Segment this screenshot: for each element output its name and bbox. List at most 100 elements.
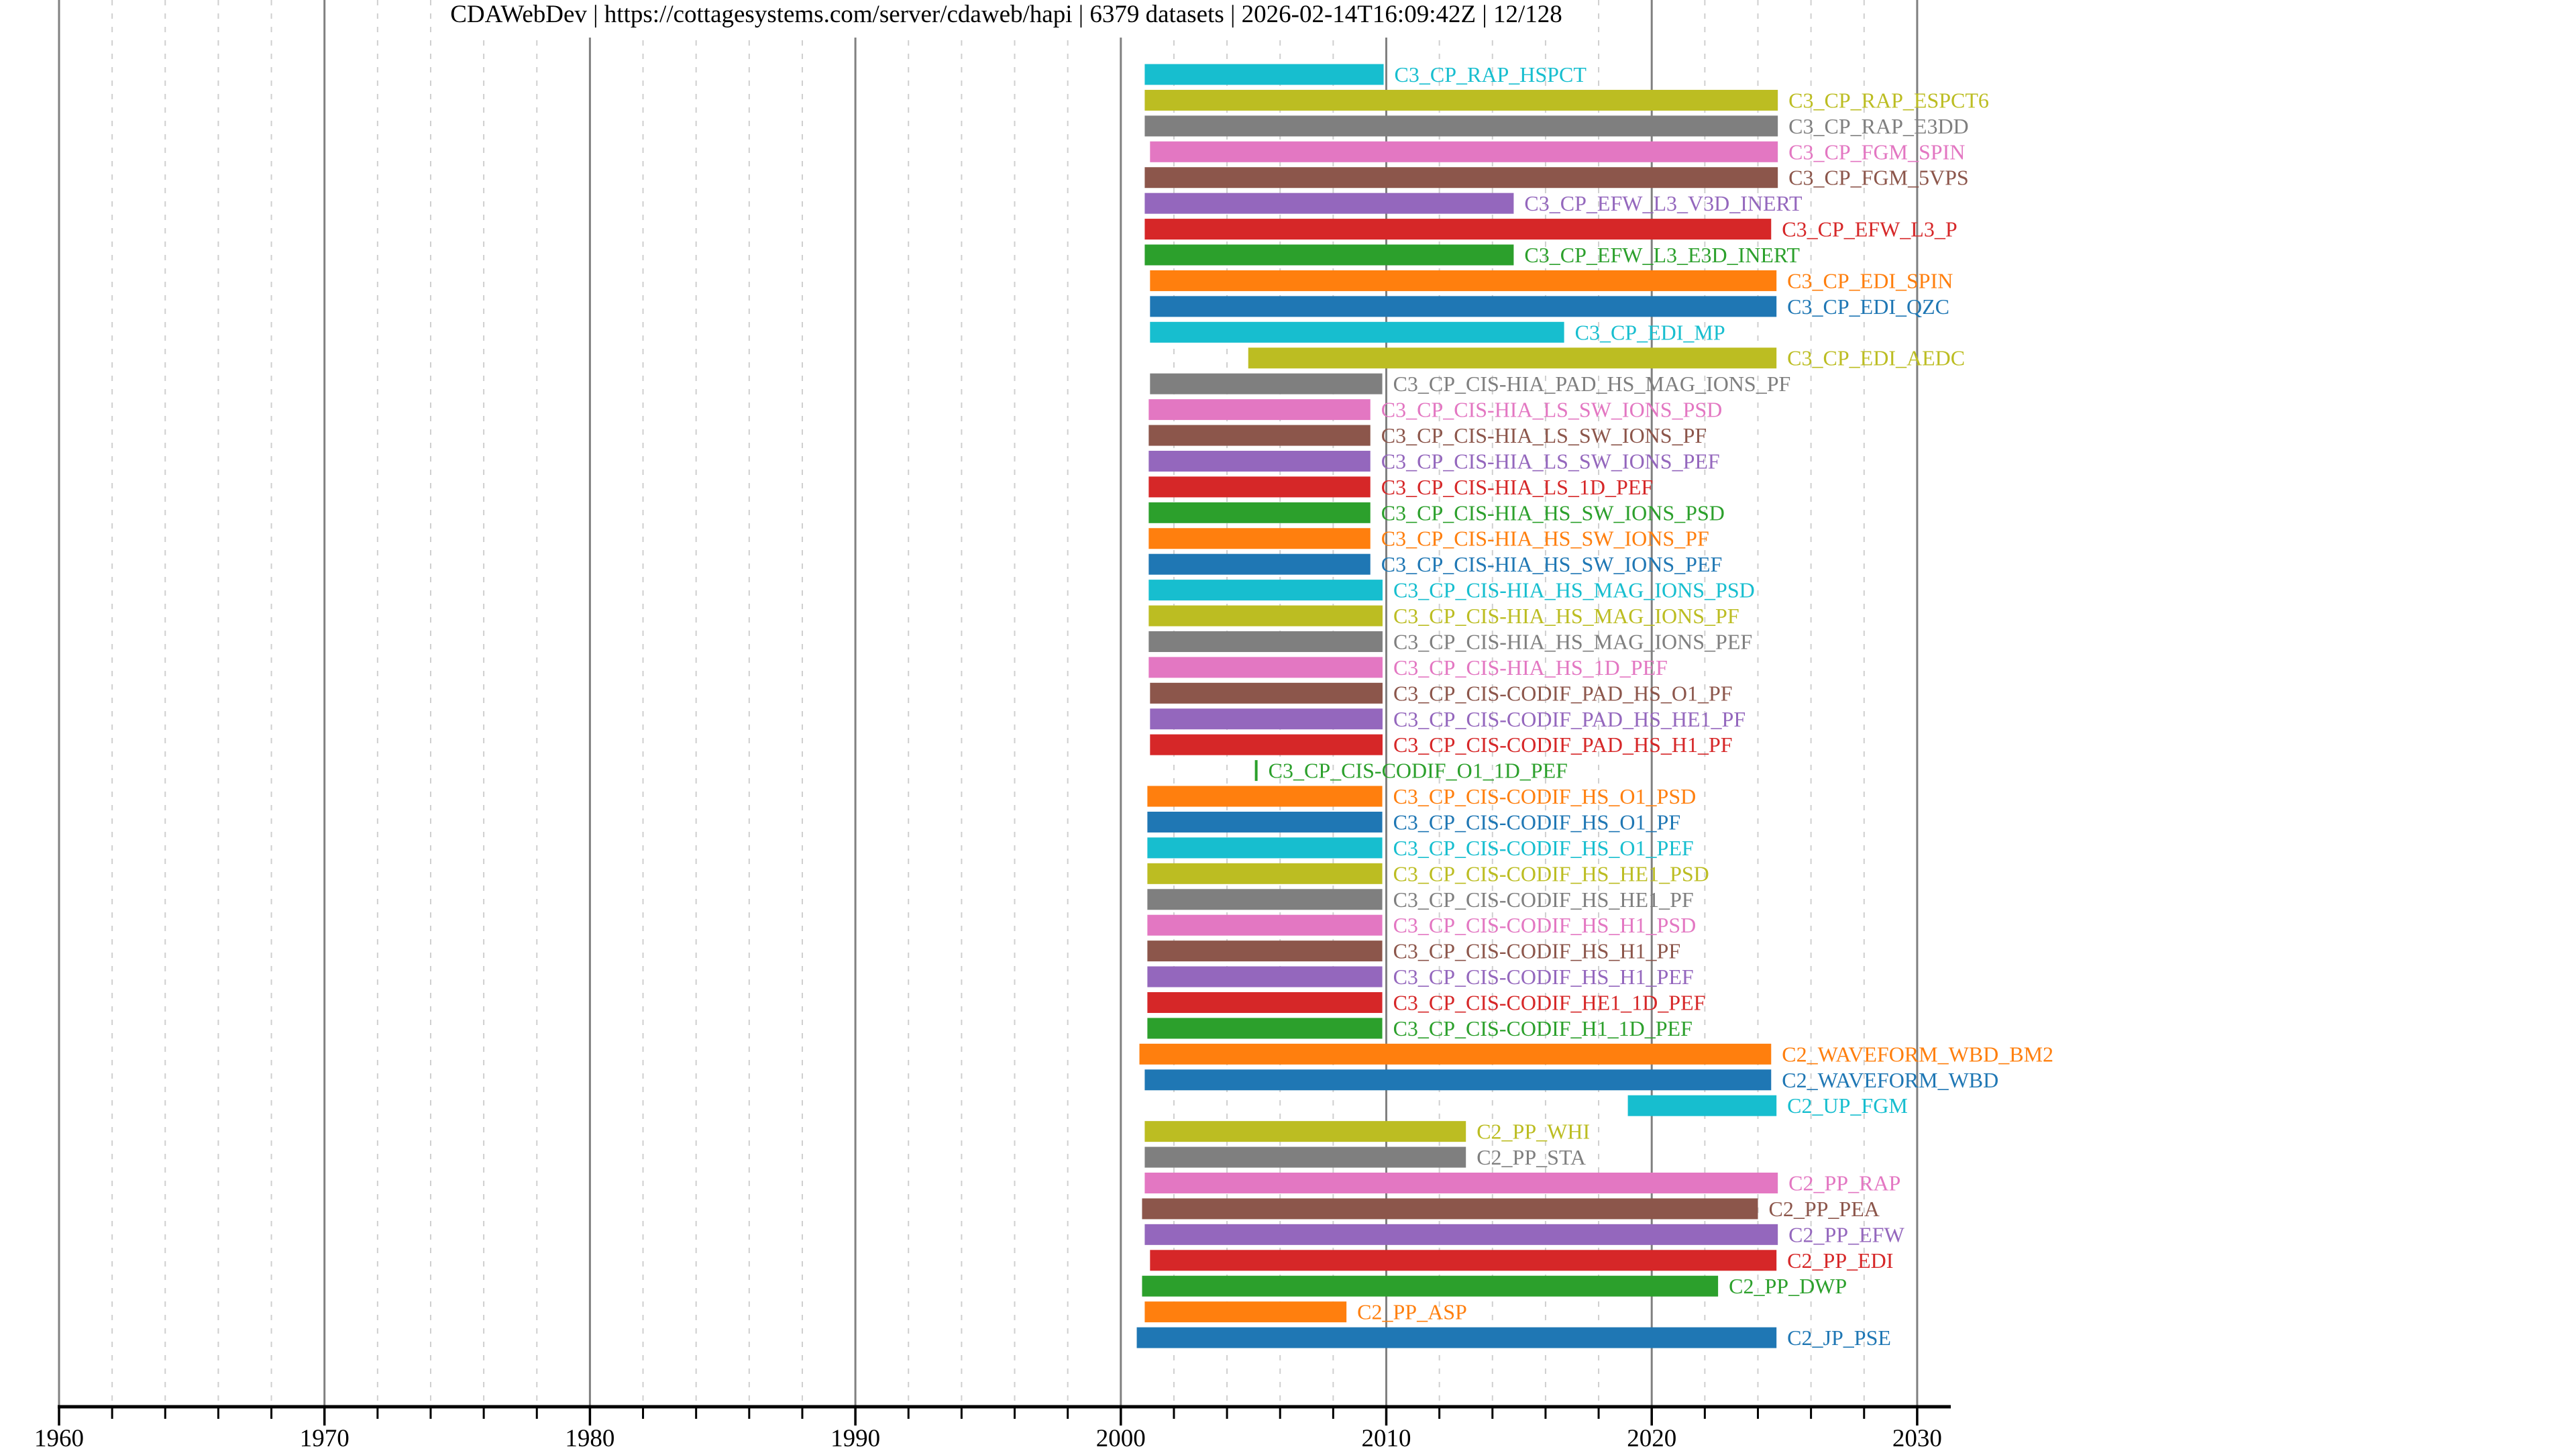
bar <box>1144 1301 1347 1323</box>
bar <box>1148 605 1383 627</box>
bar-label: C3_CP_CIS-CODIF_HS_H1_PF <box>1393 939 1681 963</box>
bar-label: C3_CP_CIS-CODIF_HE1_1D_PEF <box>1393 990 1706 1014</box>
x-tick-label: 2000 <box>1096 1425 1146 1449</box>
bar <box>1150 270 1777 291</box>
bar-label: C3_CP_CIS-HIA_LS_1D_PEF <box>1381 475 1653 499</box>
bar <box>1147 966 1383 987</box>
bar-label: C3_CP_CIS-CODIF_HS_O1_PF <box>1393 810 1681 834</box>
bar <box>1148 476 1371 498</box>
bar-label: C3_CP_CIS-CODIF_HS_HE1_PF <box>1393 888 1694 912</box>
bar-label: C2_PP_STA <box>1477 1145 1586 1169</box>
bar <box>1148 580 1383 601</box>
bar <box>1144 1121 1466 1142</box>
bar <box>1144 64 1384 85</box>
bar-label: C2_PP_EDI <box>1787 1248 1893 1273</box>
bar <box>1148 631 1383 652</box>
bar-label: C3_CP_FGM_SPIN <box>1788 140 1965 164</box>
bar-label: C3_CP_FGM_5VPS <box>1788 166 1969 190</box>
bar-label: C3_CP_CIS-HIA_HS_SW_IONS_PSD <box>1381 500 1725 525</box>
bar <box>1142 1198 1758 1220</box>
x-tick-label: 2030 <box>1892 1425 1942 1449</box>
bar-label: C3_CP_CIS-CODIF_PAD_HS_HE1_PF <box>1393 707 1746 731</box>
bar <box>1148 425 1371 446</box>
bar-label: C3_CP_CIS-CODIF_HS_O1_PEF <box>1393 836 1694 860</box>
x-tick-label: 2020 <box>1627 1425 1676 1449</box>
bar-label: C3_CP_CIS-HIA_LS_SW_IONS_PF <box>1381 423 1707 447</box>
bar <box>1147 889 1383 910</box>
bar <box>1144 1146 1466 1168</box>
bar <box>1139 1043 1772 1065</box>
bar <box>1144 167 1778 189</box>
bar <box>1147 991 1383 1013</box>
bar-label: C2_WAVEFORM_WBD <box>1782 1068 1998 1092</box>
bar <box>1144 1224 1778 1245</box>
bar <box>1150 321 1564 343</box>
x-tick-label: 1970 <box>300 1425 350 1449</box>
bar <box>1148 553 1371 575</box>
bar-label: C2_WAVEFORM_WBD_BM2 <box>1782 1042 2053 1066</box>
bar <box>1148 528 1371 549</box>
bar-label: C3_CP_CIS-CODIF_HS_HE1_PSD <box>1393 861 1709 885</box>
bar-label: C3_CP_EDI_QZC <box>1787 294 1949 319</box>
bar <box>1148 399 1371 421</box>
bar-label: C3_CP_EDI_MP <box>1575 320 1725 344</box>
bar <box>1144 89 1778 111</box>
bar <box>1147 837 1383 859</box>
bar-label: C3_CP_EDI_SPIN <box>1787 268 1953 292</box>
bar-label: C3_CP_EFW_L3_P <box>1782 217 1957 241</box>
bar <box>1147 811 1383 833</box>
bar-label: C3_CP_CIS-CODIF_HS_H1_PEF <box>1393 965 1694 989</box>
bar <box>1142 1275 1719 1297</box>
bar <box>1150 296 1777 317</box>
bar-label: C3_CP_CIS-HIA_LS_SW_IONS_PEF <box>1381 449 1720 473</box>
bar <box>1147 914 1383 936</box>
bar <box>1144 219 1772 240</box>
bar <box>1150 141 1778 162</box>
bar-label: C3_CP_RAP_E3DD <box>1788 114 1969 138</box>
x-axis: 1960 1970 1980 1990 2000 2010 2020 2030 <box>34 1405 1951 1449</box>
bar <box>1147 941 1383 962</box>
bar <box>1147 786 1383 807</box>
bar-label: C3_CP_CIS-HIA_HS_MAG_IONS_PF <box>1393 604 1739 628</box>
bar-label: C3_CP_CIS-CODIF_PAD_HS_O1_PF <box>1393 681 1733 705</box>
bar-label: C3_CP_EFW_L3_E3D_INERT <box>1524 243 1800 267</box>
chart-title: CDAWebDev | https://cottagesystems.com/s… <box>446 0 1566 38</box>
x-tick-label: 1980 <box>565 1425 614 1449</box>
bar-label: C3_CP_CIS-CODIF_HS_H1_PSD <box>1393 913 1697 937</box>
bar-label: C3_CP_CIS-CODIF_O1_1D_PEF <box>1269 759 1568 783</box>
bar-label: C3_CP_CIS-CODIF_PAD_HS_H1_PF <box>1393 733 1733 757</box>
bar <box>1627 1095 1777 1116</box>
grid-lines <box>58 0 1919 1407</box>
bar <box>1144 115 1778 137</box>
bar <box>1144 193 1514 214</box>
bar <box>1150 682 1383 704</box>
bar <box>1150 708 1383 730</box>
bar <box>1148 657 1383 678</box>
bar <box>1150 373 1383 394</box>
bar-label: C3_CP_CIS-HIA_LS_SW_IONS_PSD <box>1381 398 1723 422</box>
bar-label: C2_JP_PSE <box>1787 1326 1891 1350</box>
bar-label: C3_CP_CIS-CODIF_H1_1D_PEF <box>1393 1016 1693 1040</box>
bar-label: C2_PP_ASP <box>1357 1300 1467 1324</box>
bar <box>1144 1069 1772 1091</box>
bar-label: C3_CP_CIS-HIA_HS_MAG_IONS_PSD <box>1393 578 1755 602</box>
bar <box>1144 244 1514 266</box>
bar <box>1147 863 1383 884</box>
bar-label: C2_PP_RAP <box>1788 1171 1900 1195</box>
bar-label: C3_CP_CIS-HIA_PAD_HS_MAG_IONS_PF <box>1393 372 1791 396</box>
bar <box>1147 1018 1383 1039</box>
bar <box>1150 734 1383 755</box>
x-tick-label: 1960 <box>34 1425 84 1449</box>
bar-label: C2_PP_EFW <box>1788 1222 1904 1246</box>
bar-label: C3_CP_EFW_L3_V3D_INERT <box>1524 191 1803 215</box>
bar-label: C3_CP_RAP_HSPCT <box>1395 62 1587 87</box>
bar-label: C2_PP_WHI <box>1477 1120 1590 1144</box>
bars-group: C3_CP_RAP_HSPCT C3_CP_RAP_ESPCT6C3_CP_RAP… <box>1136 62 2053 1350</box>
bar-label: C3_CP_CIS-HIA_HS_MAG_IONS_PEF <box>1393 629 1752 653</box>
bar-label: C3_CP_CIS-CODIF_HS_O1_PSD <box>1393 784 1697 808</box>
bar-label: C2_PP_DWP <box>1729 1274 1847 1298</box>
bar <box>1144 1172 1778 1193</box>
x-tick-label: 2010 <box>1362 1425 1411 1449</box>
bar-label: C3_CP_CIS-HIA_HS_SW_IONS_PEF <box>1381 552 1723 576</box>
